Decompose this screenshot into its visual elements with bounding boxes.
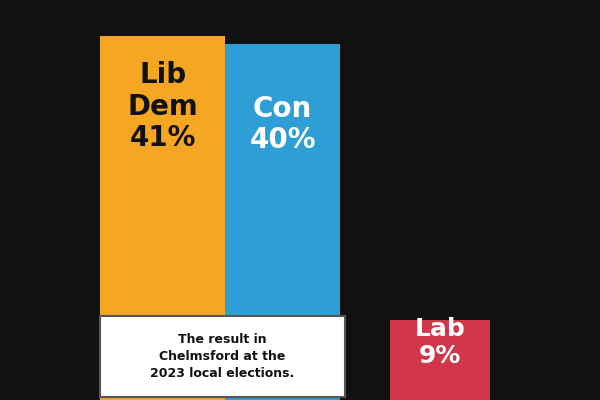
Bar	[225, 44, 340, 400]
FancyBboxPatch shape	[100, 316, 345, 397]
Text: The result in
Chelmsford at the
2023 local elections.: The result in Chelmsford at the 2023 loc…	[151, 333, 295, 380]
Text: Lib
Dem
41%: Lib Dem 41%	[127, 61, 198, 152]
Text: Con
40%: Con 40%	[250, 95, 316, 154]
Text: Lab
9%: Lab 9%	[415, 317, 465, 368]
Bar	[100, 36, 225, 400]
Bar	[390, 320, 490, 400]
